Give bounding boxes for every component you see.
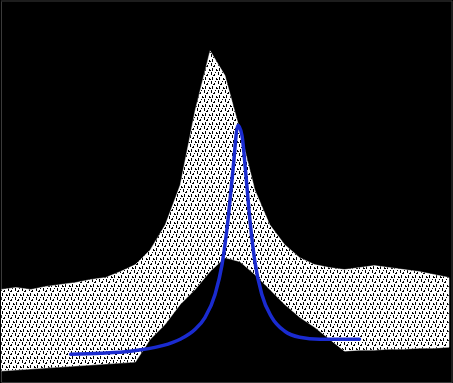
chart — [0, 0, 453, 383]
spectrum-area — [1, 51, 449, 371]
background — [0, 0, 453, 383]
plot-area — [1, 51, 449, 371]
axis-line — [2, 382, 453, 383]
fit-line — [71, 125, 360, 354]
plot-frame — [1, 1, 452, 382]
x-axis — [2, 382, 453, 383]
